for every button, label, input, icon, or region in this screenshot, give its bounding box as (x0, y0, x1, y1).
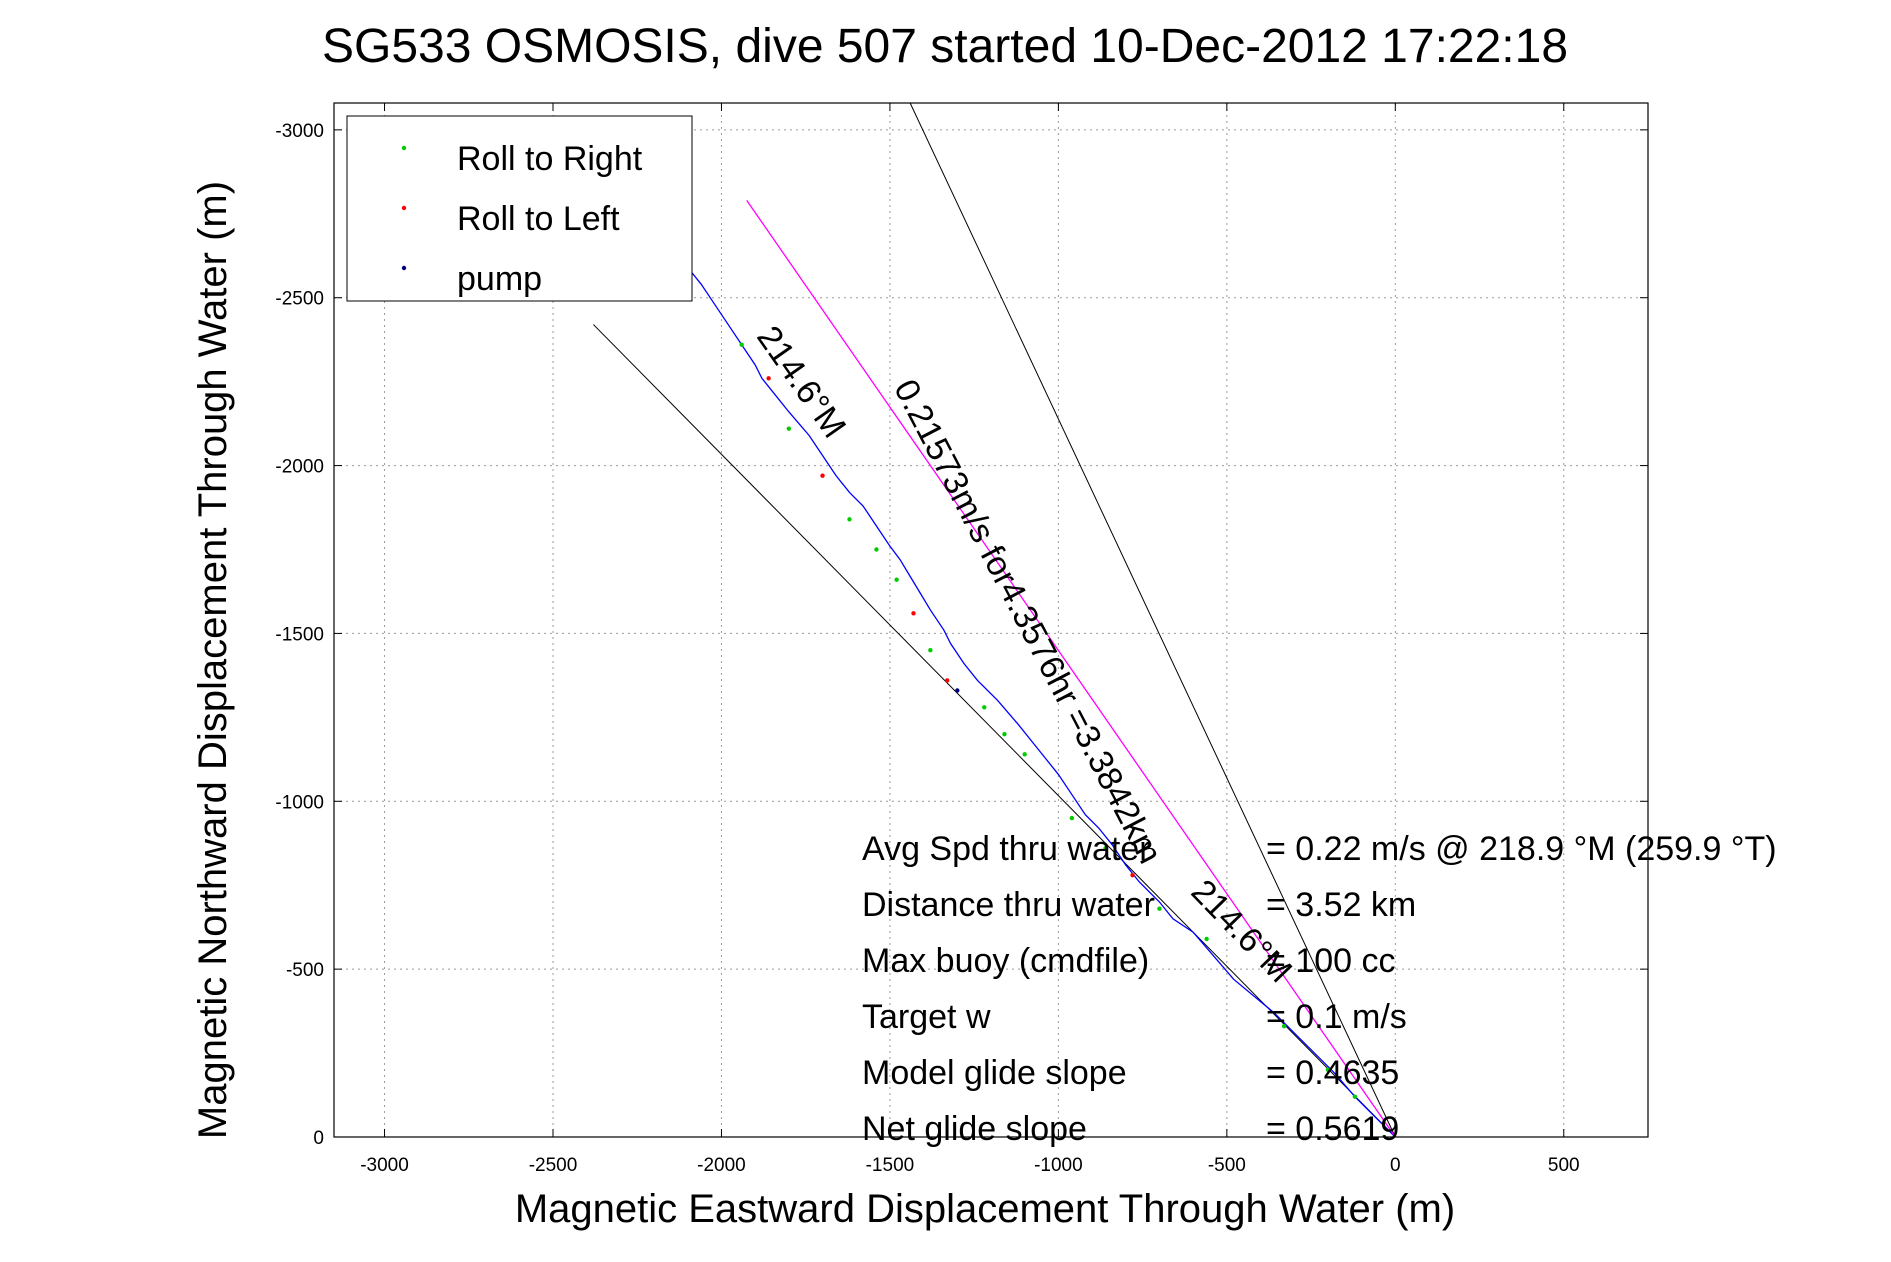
track-marker (1022, 752, 1027, 757)
stat-value: = 0.4635 (1266, 1054, 1399, 1092)
track-marker (820, 473, 825, 478)
track-marker (766, 376, 771, 381)
stat-label: Max buoy (cmdfile) (862, 942, 1149, 980)
x-tick-label: -2000 (697, 1155, 746, 1176)
heading-reference-line (593, 324, 1396, 1138)
series-lines (646, 199, 1396, 1138)
y-tick-label: -2500 (275, 289, 324, 310)
stat-value: = 3.52 km (1266, 886, 1416, 924)
legend-label: Roll to Left (457, 200, 620, 238)
track-marker (1157, 906, 1162, 911)
y-tick-label: 0 (313, 1128, 324, 1149)
x-tick-label: 0 (1390, 1155, 1401, 1176)
track-marker (1130, 872, 1135, 878)
y-axis-label: Magnetic Northward Displacement Through … (191, 181, 235, 1139)
reference-lines (593, 102, 1396, 1138)
stat-label: Avg Spd thru water (862, 830, 1151, 868)
stat-value: = 0.22 m/s @ 218.9 °M (259.9 °T) (1266, 830, 1777, 868)
track-marker (945, 678, 950, 683)
stats-block: Avg Spd thru water = 0.22 m/s @ 218.9 °M … (862, 830, 1777, 1148)
y-tick-label: -1000 (275, 792, 324, 813)
chart-title: SG533 OSMOSIS, dive 507 started 10-Dec-2… (322, 20, 1568, 73)
legend-label: pump (457, 260, 542, 298)
y-tick-label: -2000 (275, 457, 324, 478)
track-marker (1204, 936, 1209, 942)
track-marker (1069, 815, 1075, 821)
stat-label: Model glide slope (862, 1054, 1127, 1092)
track-marker (1281, 1024, 1287, 1029)
legend-label: Roll to Right (457, 140, 643, 178)
x-tick-label: -1500 (866, 1155, 915, 1176)
x-tick-label: -2500 (529, 1155, 578, 1176)
x-axis-label: Magnetic Eastward Displacement Through W… (515, 1187, 1455, 1231)
stat-value: = 0.5619 (1266, 1110, 1399, 1148)
plot-frame (333, 102, 1649, 1138)
track-marker (928, 648, 933, 653)
net-displacement-line (746, 199, 1396, 1138)
track-marker (911, 611, 916, 616)
stat-value: = 100 cc (1266, 942, 1395, 980)
y-tick-label: -1500 (275, 624, 324, 645)
stat-label: Distance thru water (862, 886, 1155, 924)
legend: Roll to Right Roll to Left pump (346, 115, 693, 302)
plot-annotation: 0.21573m/s for4.3576hr =3.3842km (886, 374, 1169, 870)
track-marker (1325, 1067, 1331, 1073)
legend-marker (401, 265, 407, 271)
legend-marker (401, 145, 407, 151)
y-tick-label: -3000 (275, 121, 324, 142)
track-marker (1352, 1094, 1358, 1099)
track-marker (982, 705, 987, 710)
x-tick-label: 500 (1548, 1155, 1580, 1176)
track-marker (874, 547, 879, 552)
track-marker (739, 342, 744, 347)
x-tick-label: -3000 (360, 1155, 409, 1176)
heading-reference-line (909, 102, 1396, 1138)
x-tick-label: -500 (1208, 1155, 1246, 1176)
grid (334, 103, 1648, 1138)
x-tick-label: -1000 (1034, 1155, 1083, 1176)
legend-marker (401, 205, 407, 211)
y-axis-ticks: 0 -500 -1000 -1500 -2000 -2500 -3000 (275, 121, 1648, 1149)
x-axis-ticks: -3000 -2500 -2000 -1500 -1000 -500 0 500 (360, 103, 1580, 1176)
track-marker (786, 426, 792, 431)
y-tick-label: -500 (286, 960, 324, 981)
track-marker (1002, 731, 1007, 737)
track-marker (894, 577, 899, 582)
stat-label: Net glide slope (862, 1110, 1087, 1148)
stat-value: = 0.1 m/s (1266, 998, 1407, 1036)
track-marker (847, 517, 852, 522)
track-marker (1103, 846, 1108, 851)
track-line (646, 216, 1396, 1138)
stat-label: Target w (862, 998, 991, 1036)
track-marker (955, 688, 960, 693)
